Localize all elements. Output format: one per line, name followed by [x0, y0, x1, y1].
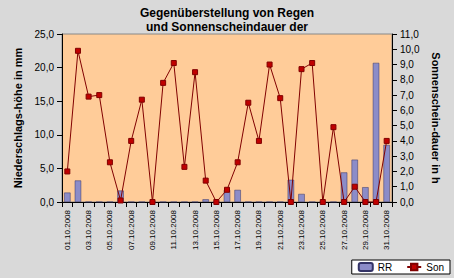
svg-text:3,0: 3,0 [400, 151, 414, 162]
svg-text:07.10.2008: 07.10.2008 [127, 209, 136, 250]
svg-text:03.10.2008: 03.10.2008 [84, 209, 93, 250]
svg-text:19.10.2008: 19.10.2008 [254, 209, 263, 250]
svg-text:10,0: 10,0 [400, 44, 420, 55]
svg-text:0,0: 0,0 [400, 197, 414, 208]
svg-text:20,0: 20,0 [35, 62, 55, 73]
svg-text:RR: RR [378, 262, 392, 273]
svg-text:10,0: 10,0 [35, 129, 55, 140]
svg-text:13.10.2008: 13.10.2008 [191, 209, 200, 250]
svg-text:05.10.2008: 05.10.2008 [105, 209, 114, 250]
svg-text:5,0: 5,0 [40, 163, 54, 174]
svg-text:Son: Son [426, 262, 444, 273]
svg-text:15,0: 15,0 [35, 96, 55, 107]
svg-text:Niederschlags-höhe in mm: Niederschlags-höhe in mm [12, 47, 24, 188]
svg-text:15.10.2008: 15.10.2008 [212, 209, 221, 250]
svg-text:Gegenüberstellung von Regen: Gegenüberstellung von Regen [140, 6, 314, 20]
svg-text:21.10.2008: 21.10.2008 [276, 209, 285, 250]
svg-text:2,0: 2,0 [400, 166, 414, 177]
svg-text:11.10.2008: 11.10.2008 [169, 209, 178, 249]
svg-text:5,0: 5,0 [400, 120, 414, 131]
svg-text:29.10.2008: 29.10.2008 [361, 209, 370, 250]
svg-text:und Sonnenscheindauer der: und Sonnenscheindauer der [146, 20, 308, 34]
svg-text:6,0: 6,0 [400, 105, 414, 116]
svg-text:1,0: 1,0 [400, 181, 414, 192]
svg-text:Sonnenschein-dauer in h: Sonnenschein-dauer in h [430, 52, 442, 184]
svg-text:09.10.2008: 09.10.2008 [148, 209, 157, 250]
svg-text:01.10.2008: 01.10.2008 [63, 209, 72, 250]
svg-text:25,0: 25,0 [35, 29, 55, 40]
svg-text:7,0: 7,0 [400, 90, 414, 101]
svg-text:11,0: 11,0 [400, 29, 419, 40]
svg-text:23.10.2008: 23.10.2008 [297, 209, 306, 250]
svg-text:27.10.2008: 27.10.2008 [340, 209, 349, 250]
svg-text:31.10.2008: 31.10.2008 [382, 209, 391, 250]
svg-text:17.10.2008: 17.10.2008 [233, 209, 242, 250]
svg-text:8,0: 8,0 [400, 74, 414, 85]
svg-text:4,0: 4,0 [400, 135, 414, 146]
svg-text:25.10.2008: 25.10.2008 [318, 209, 327, 250]
svg-text:9,0: 9,0 [400, 59, 414, 70]
svg-text:0,0: 0,0 [40, 197, 54, 208]
